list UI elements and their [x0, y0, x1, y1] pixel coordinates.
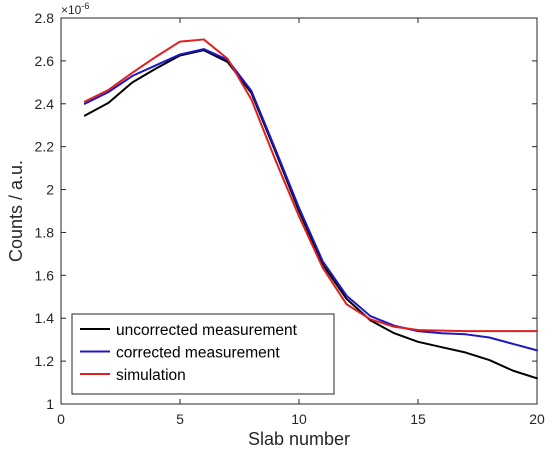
tick-marks [60, 17, 538, 405]
y-axis-label: Counts / a.u. [6, 160, 26, 262]
x-axis-label: Slab number [248, 429, 350, 449]
series-lines [83, 38, 538, 380]
y-tick-label: 1.2 [35, 353, 55, 369]
y-tick-label: 2 [46, 182, 54, 198]
series-line-1 [83, 49, 538, 380]
x-tick-label: 5 [176, 411, 184, 427]
y-tick-label: 2.2 [35, 139, 55, 155]
x-tick-label: 15 [410, 411, 426, 427]
legend: uncorrected measurement corrected measure… [71, 313, 335, 395]
y-tick-label: 2.4 [35, 96, 55, 112]
series-line-3 [83, 38, 538, 333]
y-tick-label: 1.4 [35, 310, 55, 326]
tick-labels: 0 5 10 15 20 1 1.2 1.4 1.6 1.8 2 2.2 2.4 2.6 2.8 [35, 10, 545, 427]
x-tick-label: 20 [529, 411, 545, 427]
x-tick-label: 10 [291, 411, 307, 427]
legend-label: uncorrected measurement [116, 322, 298, 339]
y-tick-label: 2.8 [35, 10, 55, 26]
y-tick-label: 1.8 [35, 224, 55, 240]
legend-label: corrected measurement [116, 345, 280, 362]
legend-label: simulation [116, 367, 186, 384]
y-tick-label: 1 [46, 396, 54, 412]
legend-box [71, 313, 335, 395]
x-tick-label: 0 [57, 411, 65, 427]
y-tick-label: 1.6 [35, 267, 55, 283]
y-tick-label: 2.6 [35, 53, 55, 69]
y-axis-multiplier: ×10-6 [61, 1, 89, 17]
series-line-2 [83, 48, 538, 352]
